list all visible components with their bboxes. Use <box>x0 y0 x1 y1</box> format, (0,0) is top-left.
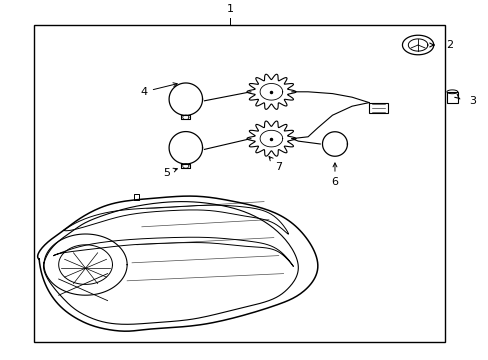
Text: 1: 1 <box>226 4 233 14</box>
Bar <box>368 103 387 113</box>
Text: 3: 3 <box>468 96 475 106</box>
Text: 2: 2 <box>446 40 453 50</box>
Text: 4: 4 <box>141 83 177 97</box>
Text: 5: 5 <box>163 168 177 178</box>
Text: 7: 7 <box>268 157 282 172</box>
Bar <box>34 25 444 342</box>
Text: 6: 6 <box>331 163 338 187</box>
Bar <box>446 92 457 103</box>
